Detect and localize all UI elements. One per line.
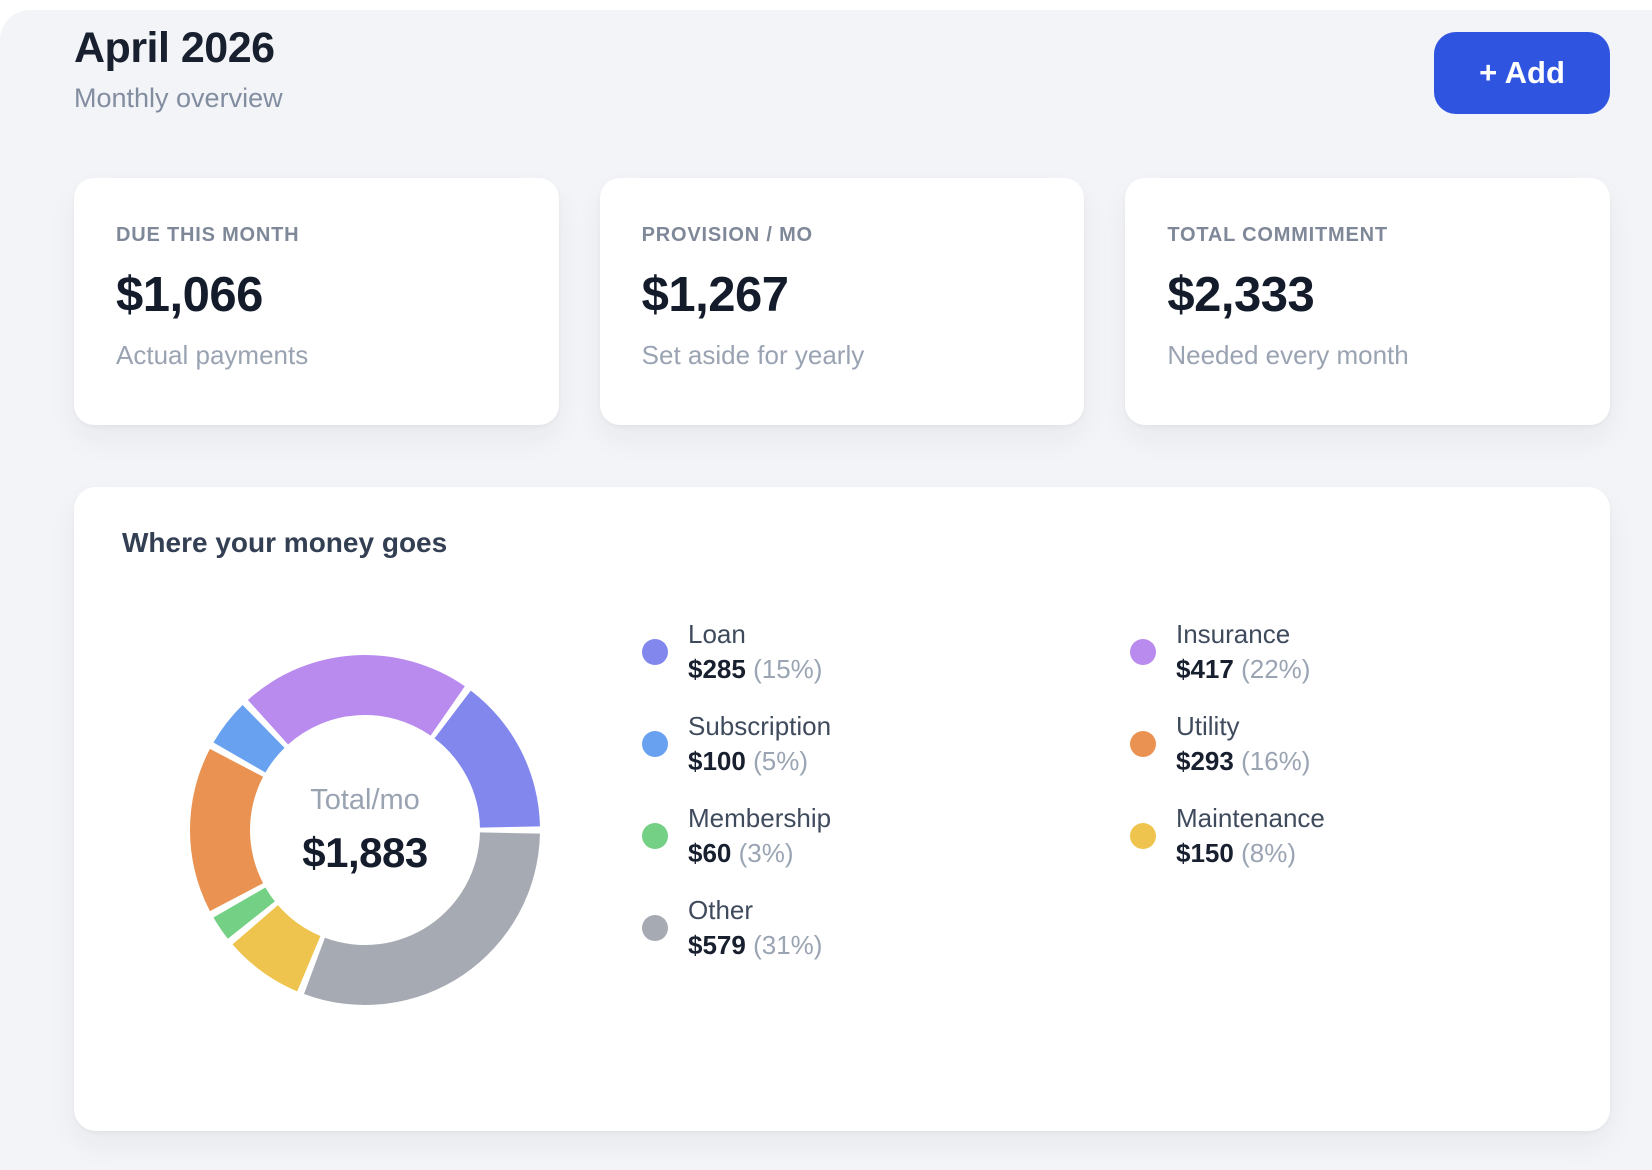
legend-pct: (22%): [1241, 654, 1311, 684]
stat-label: TOTAL COMMITMENT: [1167, 224, 1388, 246]
legend-amount: $150: [1176, 838, 1234, 868]
chart-content: Total/mo $1,883 Loan $285 (15%): [122, 617, 1562, 1015]
legend-amount: $60: [688, 838, 732, 868]
donut-segment-subscription: [213, 704, 285, 773]
legend-text: Membership $60 (3%): [688, 803, 831, 869]
dashboard-panel: April 2026 Monthly overview + Add DUE TH…: [0, 10, 1652, 1170]
legend-label: Maintenance: [1176, 803, 1325, 833]
donut-segment-membership: [213, 887, 275, 939]
legend-amount: $579: [688, 930, 746, 960]
donut-segment-utility: [189, 748, 264, 912]
legend-label: Loan: [688, 619, 746, 649]
legend-pct: (8%): [1241, 838, 1296, 868]
legend-dot-insurance-icon: [1130, 639, 1156, 665]
legend-value: $579 (31%): [688, 930, 822, 961]
legend-pct: (31%): [753, 930, 823, 960]
chart-legend: Loan $285 (15%) Subscription $100 (5%): [642, 619, 1325, 987]
legend-dot-utility-icon: [1130, 731, 1156, 757]
legend-text: Maintenance $150 (8%): [1176, 803, 1325, 869]
page-title: April 2026: [74, 24, 275, 72]
header: April 2026 Monthly overview + Add: [74, 24, 1610, 114]
legend-text: Insurance $417 (22%): [1176, 619, 1310, 685]
legend-pct: (3%): [738, 838, 794, 868]
legend-value: $100 (5%): [688, 746, 831, 777]
legend-column-2: Insurance $417 (22%) Utility $293 (16%): [1130, 619, 1325, 987]
add-button[interactable]: + Add: [1434, 32, 1610, 114]
legend-item-insurance: Insurance $417 (22%): [1130, 619, 1325, 685]
stat-label: DUE THIS MONTH: [116, 224, 300, 246]
legend-text: Subscription $100 (5%): [688, 711, 831, 777]
legend-item-membership: Membership $60 (3%): [642, 803, 1130, 869]
legend-value: $417 (22%): [1176, 654, 1310, 685]
stat-card-total-commitment: TOTAL COMMITMENT $2,333 Needed every mon…: [1125, 178, 1611, 425]
stat-subtext: Actual payments: [116, 340, 309, 370]
legend-label: Membership: [688, 803, 832, 833]
stat-value: $1,066: [116, 268, 263, 322]
stat-subtext: Needed every month: [1167, 340, 1409, 370]
legend-value: $285 (15%): [688, 654, 822, 685]
stat-value: $2,333: [1167, 268, 1315, 322]
legend-dot-other-icon: [642, 915, 668, 941]
donut-segment-other: [304, 832, 540, 1005]
legend-dot-maintenance-icon: [1130, 823, 1156, 849]
legend-text: Loan $285 (15%): [688, 619, 822, 685]
legend-pct: (15%): [753, 654, 823, 684]
stat-value: $1,267: [641, 268, 789, 322]
legend-text: Other $579 (31%): [688, 895, 822, 961]
stat-subtext: Set aside for yearly: [641, 340, 865, 370]
legend-value: $150 (8%): [1176, 838, 1325, 869]
legend-item-loan: Loan $285 (15%): [642, 619, 1130, 685]
legend-amount: $293: [1176, 746, 1234, 776]
donut-segment-loan: [434, 690, 540, 828]
legend-item-other: Other $579 (31%): [642, 895, 1130, 961]
legend-amount: $417: [1176, 654, 1234, 684]
legend-label: Subscription: [688, 711, 832, 741]
legend-dot-loan-icon: [642, 639, 668, 665]
donut-segment-insurance: [247, 655, 465, 745]
legend-amount: $285: [688, 654, 746, 684]
stat-card-provision-per-month: PROVISION / MO $1,267 Set aside for year…: [599, 178, 1085, 425]
stat-label: PROVISION / MO: [641, 224, 813, 246]
legend-item-utility: Utility $293 (16%): [1130, 711, 1325, 777]
legend-item-maintenance: Maintenance $150 (8%): [1130, 803, 1325, 869]
donut-segment-maintenance: [232, 905, 321, 992]
legend-amount: $100: [688, 746, 746, 776]
legend-dot-subscription-icon: [642, 731, 668, 757]
header-titles: April 2026 Monthly overview: [74, 24, 283, 114]
legend-text: Utility $293 (16%): [1176, 711, 1310, 777]
legend-label: Insurance: [1176, 619, 1291, 649]
legend-pct: (5%): [753, 746, 808, 776]
legend-column-1: Loan $285 (15%) Subscription $100 (5%): [642, 619, 1130, 987]
legend-label: Other: [688, 895, 754, 925]
legend-label: Utility: [1176, 711, 1240, 741]
stat-card-due-this-month: DUE THIS MONTH $1,066 Actual payments: [74, 178, 559, 425]
legend-value: $293 (16%): [1176, 746, 1310, 777]
legend-item-subscription: Subscription $100 (5%): [642, 711, 1130, 777]
page-subtitle: Monthly overview: [74, 83, 283, 113]
donut-svg: [189, 655, 540, 1005]
legend-pct: (16%): [1241, 746, 1311, 776]
chart-card-title: Where your money goes: [122, 527, 448, 558]
legend-dot-membership-icon: [642, 823, 668, 849]
chart-card: Where your money goes Total/mo $1,883 Lo…: [74, 487, 1610, 1131]
legend-value: $60 (3%): [688, 838, 831, 869]
donut-chart: Total/mo $1,883: [180, 645, 550, 1015]
stats-row: DUE THIS MONTH $1,066 Actual payments PR…: [74, 178, 1611, 425]
